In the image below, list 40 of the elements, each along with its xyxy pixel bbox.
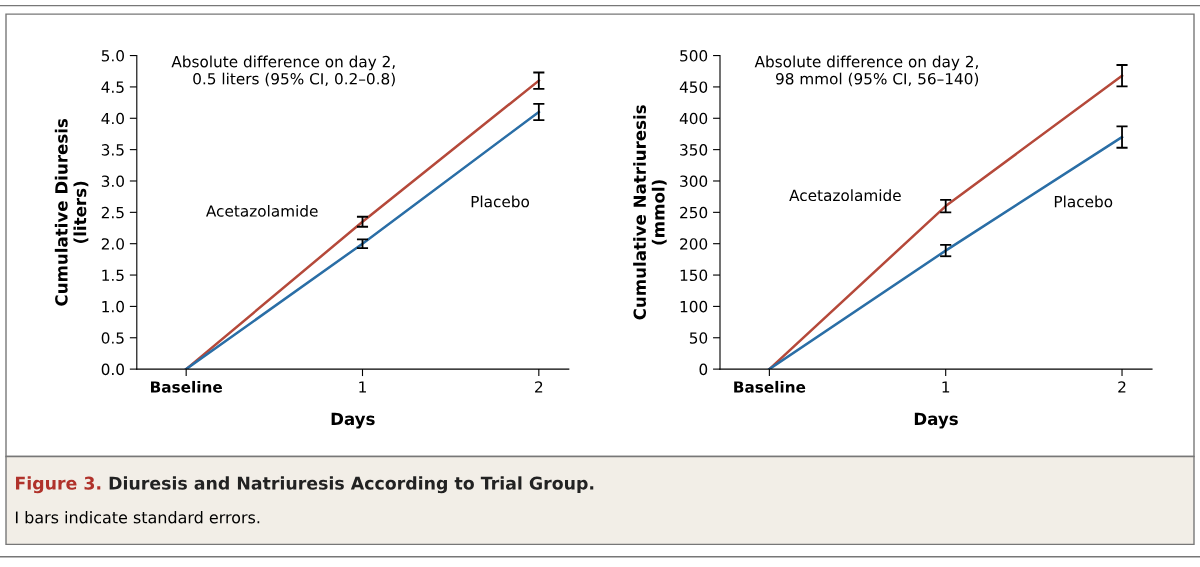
y-tick-label: 100 (680, 300, 708, 313)
text: I bars indicate standard errors. (15, 511, 260, 524)
x-tick-label: Baseline (734, 380, 806, 393)
text: Acetazolamide (206, 204, 318, 217)
y-tick-label: 1.0 (102, 300, 124, 313)
y-tick-label: 150 (680, 269, 708, 282)
y-tick-label: 2.5 (101, 206, 124, 219)
y-tick-label: 0 (699, 363, 708, 376)
y-tick-label: 200 (680, 238, 708, 250)
y-tick-label: 350 (680, 144, 708, 156)
y-tick-label: 3.0 (101, 175, 124, 188)
y-tick-label: 0.0 (101, 363, 124, 376)
y-tick-label: 450 (679, 81, 708, 93)
x-tick-label: 1 (359, 381, 366, 393)
y-tick-label: 400 (679, 112, 708, 125)
y-tick-label: 2.0 (101, 238, 124, 250)
x-tick-label: 2 (535, 381, 543, 393)
y-tick-label: 3.5 (101, 144, 124, 156)
x-tick-label: 2 (1118, 381, 1126, 393)
annotation: Absolute difference on day 2, 0.5 liters (95% CI, 0.2–0.8) (171, 55, 395, 87)
x-tick-label: 1 (942, 381, 950, 393)
y-tick-label: 300 (680, 175, 708, 188)
text: Acetazolamide (789, 189, 901, 202)
series-label: Placebo (1054, 195, 1113, 208)
text: Figure 3. Diuresis and Natriuresis According to Trial Group. (16, 476, 594, 494)
x-axis-title: Days (914, 412, 958, 429)
x-axis-title: Days (331, 412, 375, 429)
y-tick-label: 250 (680, 206, 708, 219)
y-tick-label: 500 (680, 50, 708, 62)
x-tick-label: Baseline (151, 380, 222, 393)
annotation: Absolute difference on day 2, 98 mmol (95% CI, 56–140) (754, 55, 979, 87)
series-label: Placebo (471, 195, 530, 208)
y-axis-title: Cumulative Diuresis (liters) (54, 118, 89, 306)
y-tick-label: 50 (689, 332, 708, 344)
y-axis-title: Cumulative Natriuresis (mmol) (633, 105, 667, 320)
y-tick-label: 0.5 (101, 332, 124, 344)
y-tick-label: 1.5 (102, 269, 124, 282)
y-tick-label: 4.5 (101, 81, 124, 93)
y-tick-label: 4.0 (101, 112, 124, 125)
y-tick-label: 5.0 (101, 50, 124, 62)
